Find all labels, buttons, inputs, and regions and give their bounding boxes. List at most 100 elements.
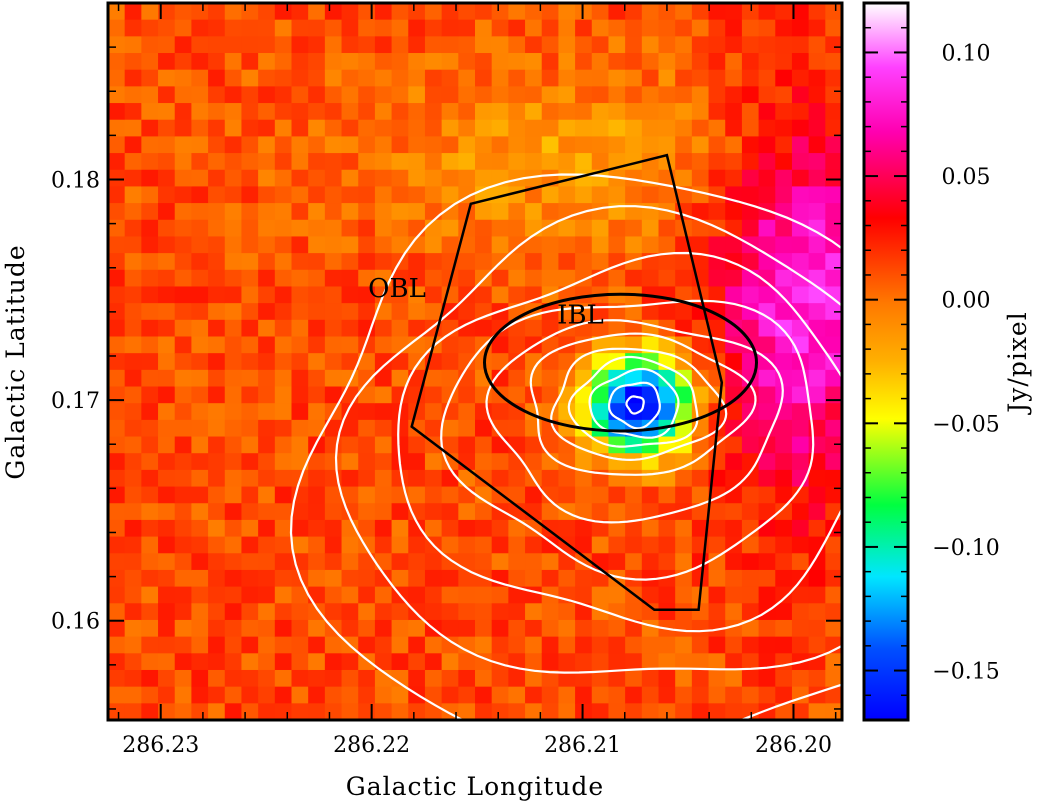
heatmap-cell	[274, 636, 293, 654]
heatmap-cell	[108, 536, 126, 554]
heatmap-cell	[725, 686, 743, 704]
heatmap-cell	[575, 36, 593, 54]
heatmap-cell	[374, 236, 393, 254]
heatmap-cell	[241, 103, 259, 121]
heatmap-cell	[374, 353, 393, 371]
heatmap-cell	[124, 569, 142, 588]
heatmap-cell	[191, 236, 209, 254]
heatmap-cell	[791, 169, 810, 188]
heatmap-cell	[791, 203, 810, 221]
heatmap-cell	[424, 36, 443, 54]
heatmap-cell	[608, 319, 626, 338]
heatmap-cell	[208, 53, 226, 71]
heatmap-cell	[625, 653, 643, 671]
heatmap-cell	[308, 686, 326, 704]
heatmap-cell	[324, 186, 343, 204]
heatmap-cell	[391, 519, 409, 538]
heatmap-cell	[658, 603, 676, 621]
heatmap-cell	[258, 636, 276, 654]
heatmap-cell	[658, 69, 676, 87]
heatmap-cell	[308, 503, 326, 521]
heatmap-cell	[374, 86, 393, 104]
heatmap-cell	[541, 603, 560, 621]
heatmap-cell	[374, 603, 393, 621]
heatmap-cell	[691, 153, 710, 171]
heatmap-cell	[658, 203, 676, 221]
heatmap-cell	[358, 3, 376, 21]
x-tick-label: 286.23	[122, 733, 199, 758]
heatmap-cell	[541, 53, 560, 71]
heatmap-cell	[274, 53, 293, 71]
colorbar-tick-label: 0.00	[942, 289, 991, 314]
heatmap-cell	[358, 269, 376, 288]
heatmap-cell	[191, 219, 209, 238]
heatmap-cell	[191, 703, 209, 720]
heatmap-cell	[558, 553, 576, 571]
heatmap-cell	[741, 253, 760, 271]
heatmap-cell	[708, 636, 726, 654]
heatmap-cell	[558, 53, 576, 71]
heatmap-cell	[758, 419, 776, 438]
heatmap-cell	[625, 703, 643, 720]
heatmap-cell	[625, 136, 643, 154]
heatmap-cell	[741, 19, 760, 37]
heatmap-cell	[358, 119, 376, 137]
heatmap-cell	[725, 603, 743, 621]
heatmap-cell	[174, 653, 193, 671]
heatmap-cell	[291, 619, 309, 638]
heatmap-cell	[491, 19, 509, 37]
heatmap-cell	[208, 536, 226, 554]
heatmap-cell	[541, 36, 560, 54]
heatmap-cell	[475, 569, 493, 588]
heatmap-cell	[591, 3, 610, 21]
heatmap-cell	[191, 253, 209, 271]
heatmap-cell	[541, 353, 560, 371]
heatmap-cell	[141, 253, 159, 271]
heatmap-cell	[324, 203, 343, 221]
heatmap-cell	[491, 636, 509, 654]
heatmap-cell	[558, 453, 576, 471]
heatmap-cell	[491, 553, 509, 571]
heatmap-cell	[141, 369, 159, 388]
heatmap-cell	[224, 419, 243, 438]
heatmap-cell	[625, 636, 643, 654]
heatmap-cell	[174, 553, 193, 571]
heatmap-cell	[291, 636, 309, 654]
heatmap-cell	[441, 103, 459, 121]
heatmap-cell	[191, 119, 209, 137]
heatmap-cell	[258, 19, 276, 37]
heatmap-cell	[791, 453, 810, 471]
heatmap-cell	[691, 619, 710, 638]
heatmap-cell	[808, 86, 826, 104]
heatmap-cell	[358, 469, 376, 488]
heatmap-cell	[525, 186, 543, 204]
heatmap-cell	[241, 519, 259, 538]
heatmap-cell	[258, 69, 276, 87]
heatmap-cell	[191, 269, 209, 288]
heatmap-cell	[358, 619, 376, 638]
heatmap-cell	[308, 69, 326, 87]
heatmap-cell	[775, 553, 793, 571]
heatmap-cell	[324, 136, 343, 154]
heatmap-cell	[424, 169, 443, 188]
heatmap-cell	[291, 119, 309, 137]
heatmap-cell	[308, 153, 326, 171]
heatmap-cell	[224, 269, 243, 288]
heatmap-cell	[791, 319, 810, 338]
heatmap-cell	[191, 586, 209, 604]
heatmap-cell	[324, 603, 343, 621]
heatmap-cell	[408, 653, 426, 671]
heatmap-cell	[174, 103, 193, 121]
colorbar-tick-label: 0.10	[942, 41, 991, 66]
heatmap-cell	[141, 303, 159, 321]
heatmap-cell	[641, 469, 660, 488]
heatmap-cell	[374, 19, 393, 37]
heatmap-cell	[708, 136, 726, 154]
heatmap-cell	[775, 36, 793, 54]
heatmap-cell	[358, 436, 376, 454]
heatmap-cell	[224, 3, 243, 21]
heatmap-cell	[808, 19, 826, 37]
heatmap-cell	[775, 703, 793, 720]
heatmap-cell	[224, 469, 243, 488]
heatmap-cell	[775, 3, 793, 21]
